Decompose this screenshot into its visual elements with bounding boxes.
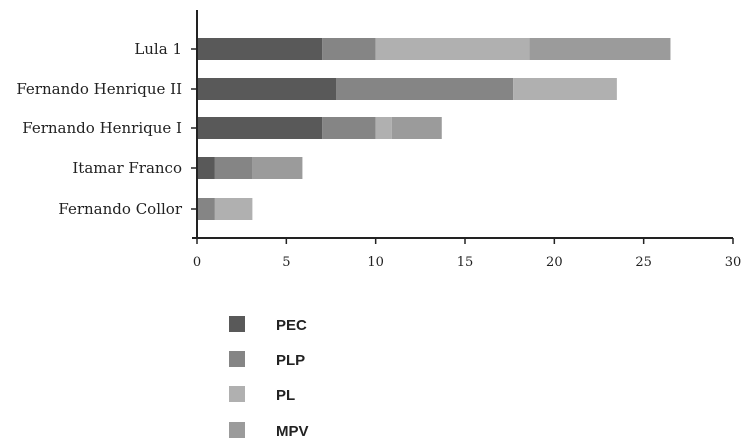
- bar-segment-pec-2: [197, 117, 323, 139]
- x-tick-label: 20: [546, 255, 563, 270]
- x-axis-ticks: 0 5 10 15 20 25 30: [193, 238, 741, 270]
- bar-segment-pl-4: [214, 198, 253, 220]
- bar-segment-pec-0: [197, 38, 323, 60]
- category-label: Lula 1: [134, 40, 182, 58]
- bar-segment-pec-1: [197, 78, 337, 100]
- category-labels: Lula 1 Fernando Henrique II Fernando Henri…: [16, 40, 197, 218]
- x-tick-label: 0: [193, 255, 201, 270]
- legend: PEC PLP PL MPV: [229, 316, 309, 440]
- bar-segment-plp-0: [322, 38, 376, 60]
- category-label: Fernando Henrique II: [16, 80, 182, 98]
- legend-label-mpv: MPV: [276, 423, 309, 440]
- category-label: Fernando Collor: [58, 200, 182, 218]
- category-label: Itamar Franco: [72, 159, 182, 177]
- x-tick-label: 10: [367, 255, 384, 270]
- legend-swatch-plp: [229, 351, 245, 367]
- legend-swatch-pl: [229, 386, 245, 402]
- legend-swatch-pec: [229, 316, 245, 332]
- legend-label-plp: PLP: [276, 352, 305, 369]
- bar-segment-mpv-0: [529, 38, 671, 60]
- bar-segment-plp-1: [336, 78, 514, 100]
- bar-segment-plp-3: [214, 157, 253, 179]
- bar-segment-pl-2: [375, 117, 392, 139]
- bar-segment-pl-0: [375, 38, 530, 60]
- legend-label-pec: PEC: [276, 317, 307, 334]
- bar-segment-mpv-3: [252, 157, 303, 179]
- x-tick-label: 30: [725, 255, 742, 270]
- legend-swatch-mpv: [229, 422, 245, 438]
- bars-group: [197, 38, 671, 220]
- x-tick-label: 5: [282, 255, 290, 270]
- category-label: Fernando Henrique I: [22, 119, 182, 137]
- bar-segment-plp-2: [322, 117, 376, 139]
- bar-segment-plp-4: [197, 198, 215, 220]
- x-tick-label: 25: [635, 255, 652, 270]
- x-tick-label: 15: [457, 255, 474, 270]
- bar-segment-pec-3: [197, 157, 215, 179]
- bar-segment-mpv-2: [391, 117, 442, 139]
- bar-segment-pl-1: [513, 78, 617, 100]
- legend-label-pl: PL: [276, 387, 295, 404]
